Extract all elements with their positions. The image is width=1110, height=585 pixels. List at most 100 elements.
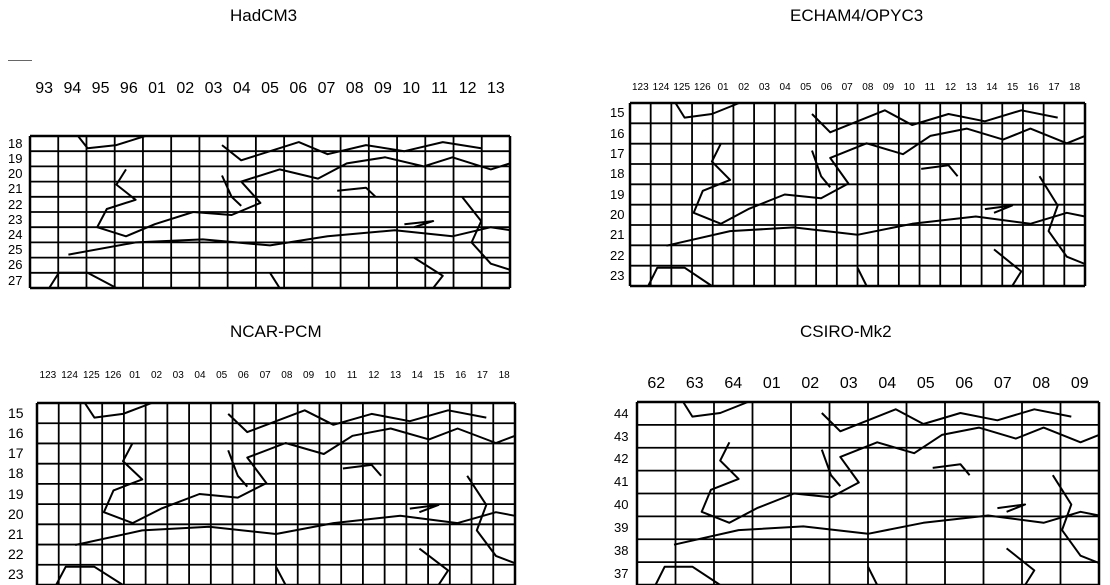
- column-label: 10: [324, 370, 336, 381]
- row-label: 19: [8, 485, 24, 502]
- panel-title: NCAR-PCM: [230, 322, 322, 341]
- coastline-path: [337, 186, 377, 198]
- coastline-path: [811, 109, 1058, 134]
- row-label: 23: [610, 268, 625, 284]
- column-label: 12: [945, 82, 957, 93]
- row-label: 22: [8, 196, 23, 212]
- column-label: 10: [402, 80, 421, 97]
- column-label: 09: [303, 370, 315, 381]
- coastline-path: [867, 566, 879, 585]
- column-label: 03: [172, 370, 184, 381]
- column-label: 16: [455, 370, 467, 381]
- row-label: 44: [614, 405, 629, 421]
- column-label: 06: [237, 370, 249, 381]
- column-label: 04: [194, 370, 206, 381]
- row-label: 19: [8, 151, 23, 166]
- coastline-path: [275, 566, 287, 585]
- column-label: 64: [724, 375, 743, 392]
- coastline-path: [221, 141, 482, 162]
- panel-title: CSIRO-Mk2: [800, 322, 892, 341]
- coastline-path: [466, 475, 516, 565]
- column-label: 06: [289, 80, 308, 97]
- column-label: 124: [652, 82, 670, 93]
- row-label: 15: [8, 404, 24, 421]
- coastline-path: [96, 156, 511, 238]
- row-label: 43: [614, 428, 629, 444]
- column-label: 07: [317, 80, 336, 97]
- row-label: 18: [8, 135, 23, 151]
- column-label: 05: [261, 80, 279, 97]
- coastline-path: [674, 102, 740, 119]
- column-label: 09: [882, 82, 895, 93]
- column-label: 62: [647, 375, 666, 392]
- row-label: 21: [610, 227, 625, 243]
- column-label: 93: [35, 80, 54, 97]
- column-label: 13: [486, 80, 505, 97]
- coastline-path: [1051, 474, 1100, 564]
- row-label: 17: [8, 445, 24, 462]
- row-label: 17: [610, 146, 625, 162]
- column-label: 15: [433, 370, 445, 381]
- column-label: 18: [498, 370, 510, 381]
- column-label: 02: [801, 375, 820, 392]
- row-label: 16: [610, 125, 625, 141]
- row-label: 15: [610, 105, 625, 121]
- column-label: 07: [259, 370, 271, 381]
- column-label: 07: [841, 82, 853, 93]
- column-label: 06: [955, 375, 974, 392]
- row-label: 39: [614, 520, 629, 535]
- column-label: 13: [965, 82, 977, 93]
- coastline-path: [647, 266, 713, 287]
- row-label: 25: [8, 242, 23, 258]
- column-label: 03: [758, 82, 770, 93]
- coastline-path: [461, 196, 511, 271]
- coastline-path: [77, 135, 146, 150]
- column-label: 126: [104, 370, 122, 381]
- column-label: 01: [717, 82, 729, 93]
- column-label: 17: [1048, 82, 1060, 93]
- separator-mark: [8, 60, 32, 61]
- row-label: 40: [614, 497, 629, 513]
- coastline-path: [820, 449, 842, 487]
- coastline-path: [700, 426, 1100, 524]
- coastline-path: [269, 272, 281, 289]
- row-label: 24: [8, 227, 23, 242]
- coastline-path: [404, 220, 435, 229]
- row-label: 41: [614, 474, 629, 490]
- row-label: 19: [610, 186, 625, 202]
- column-label: 05: [916, 375, 935, 392]
- row-label: 22: [8, 546, 24, 563]
- column-label: 07: [993, 375, 1012, 392]
- coastline-path: [83, 402, 153, 419]
- column-label: 123: [39, 370, 57, 381]
- coastline-path: [811, 150, 831, 188]
- column-label: 11: [346, 370, 358, 381]
- column-label: 06: [820, 82, 833, 93]
- column-label: 17: [476, 370, 488, 381]
- row-label: 23: [8, 211, 23, 227]
- column-label: 08: [345, 80, 364, 97]
- coastline-path: [997, 503, 1027, 513]
- column-label: 11: [431, 80, 448, 97]
- column-label: 01: [148, 80, 166, 97]
- row-label: 20: [8, 505, 24, 522]
- coastline-path: [342, 463, 382, 477]
- coastline-path: [856, 267, 868, 287]
- column-label: 123: [631, 82, 649, 93]
- column-label: 11: [924, 82, 936, 93]
- column-label: 08: [281, 370, 293, 381]
- column-label: 18: [1069, 82, 1081, 93]
- row-label: 20: [8, 166, 23, 182]
- column-label: 09: [1070, 375, 1089, 392]
- row-label: 22: [610, 247, 625, 263]
- column-label: 13: [389, 370, 402, 381]
- column-label: 03: [839, 375, 858, 392]
- row-label: 18: [8, 465, 24, 482]
- column-label: 16: [1027, 82, 1039, 93]
- column-label: 94: [63, 80, 82, 97]
- column-label: 04: [878, 375, 897, 392]
- column-label: 02: [738, 82, 750, 93]
